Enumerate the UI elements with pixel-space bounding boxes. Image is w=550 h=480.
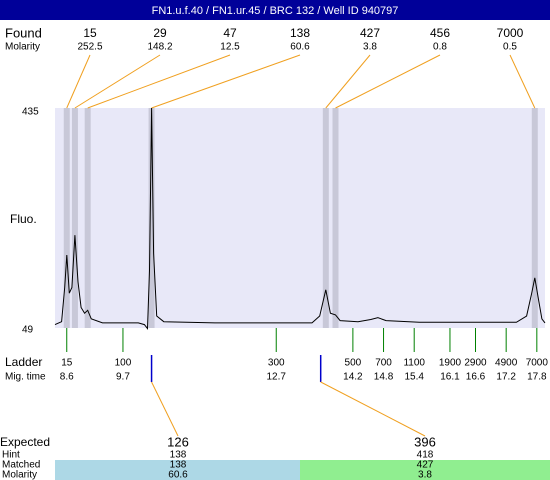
matched-size: 138 <box>170 460 187 471</box>
found-molarity: 60.6 <box>290 42 310 53</box>
found-molarity: 148.2 <box>147 42 172 53</box>
found-label: Found <box>5 25 42 40</box>
found-connector <box>151 54 301 109</box>
mig-time-label: Mig. time <box>5 372 46 383</box>
found-size: 29 <box>153 26 167 40</box>
molarity-label: Molarity <box>5 42 40 53</box>
peak-band <box>71 108 78 328</box>
exp-molarity-label: Molarity <box>2 470 37 480</box>
ladder-size: 500 <box>345 358 362 369</box>
expected-size: 126 <box>167 434 189 449</box>
hint-size: 418 <box>417 450 434 461</box>
found-connector <box>87 54 231 109</box>
ladder-time: 16.6 <box>466 372 486 383</box>
expected-size: 396 <box>414 434 436 449</box>
ladder-time: 17.8 <box>527 372 547 383</box>
peak-band <box>84 108 91 328</box>
peak-band <box>332 108 339 328</box>
found-size: 15 <box>83 26 97 40</box>
header-title: FN1.u.f.40 / FN1.ur.45 / BRC 132 / Well … <box>152 5 399 17</box>
found-size: 138 <box>290 26 310 40</box>
matched-bg-1 <box>55 460 300 480</box>
found-molarity: 3.8 <box>363 42 377 53</box>
ladder-time: 9.7 <box>116 372 130 383</box>
peak-band <box>63 108 70 328</box>
matched-bg-2 <box>300 460 550 480</box>
found-connector <box>66 54 91 109</box>
found-connector <box>509 54 536 109</box>
expected-connector <box>320 381 426 437</box>
ladder-size: 1900 <box>439 358 462 369</box>
ladder-size: 15 <box>61 358 73 369</box>
found-size: 47 <box>223 26 237 40</box>
found-connector <box>325 54 371 109</box>
found-size: 456 <box>430 26 450 40</box>
matched-molarity: 3.8 <box>418 470 432 480</box>
ladder-size: 1100 <box>403 358 425 369</box>
expected-connector <box>151 381 179 437</box>
ladder-time: 16.1 <box>440 372 460 383</box>
ladder-size: 700 <box>375 358 392 369</box>
found-molarity: 0.8 <box>433 42 447 53</box>
found-molarity: 252.5 <box>77 42 102 53</box>
found-molarity: 0.5 <box>503 42 517 53</box>
ladder-time: 15.4 <box>404 372 424 383</box>
found-size: 427 <box>360 26 380 40</box>
ladder-size: 100 <box>115 358 132 369</box>
ladder-size: 7000 <box>526 358 549 369</box>
peak-band <box>322 108 329 328</box>
ladder-time: 12.7 <box>267 372 287 383</box>
peak-band <box>531 108 538 328</box>
y-tick-label: 435 <box>22 107 39 118</box>
ladder-label: Ladder <box>5 355 42 369</box>
plot-area <box>55 108 545 328</box>
y-axis-label: Fluo. <box>10 212 37 226</box>
ladder-time: 14.8 <box>374 372 394 383</box>
found-molarity: 12.5 <box>220 42 240 53</box>
found-connector <box>74 54 161 109</box>
peak-band <box>148 108 155 328</box>
header-bar <box>0 0 550 20</box>
ladder-size: 4900 <box>495 358 518 369</box>
ladder-size: 300 <box>268 358 285 369</box>
y-tick-label: 49 <box>22 325 34 336</box>
matched-size: 427 <box>417 460 434 471</box>
found-size: 7000 <box>497 26 524 40</box>
matched-molarity: 60.6 <box>168 470 188 480</box>
ladder-time: 14.2 <box>343 372 363 383</box>
ladder-time: 8.6 <box>60 372 74 383</box>
trace <box>54 107 546 330</box>
expected-label: Expected <box>0 435 50 449</box>
ladder-size: 2900 <box>464 358 487 369</box>
matched-label: Matched <box>2 460 40 471</box>
found-connector <box>335 54 441 109</box>
ladder-time: 17.2 <box>496 372 516 383</box>
hint-label: Hint <box>2 450 20 461</box>
hint-size: 138 <box>170 450 187 461</box>
